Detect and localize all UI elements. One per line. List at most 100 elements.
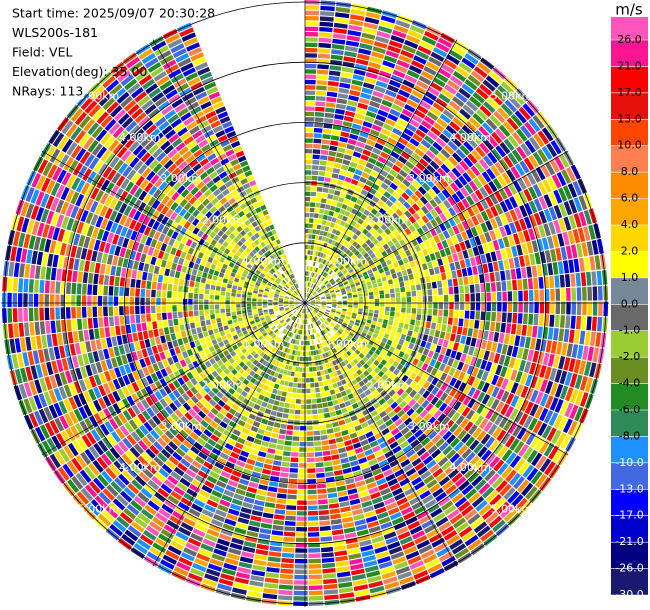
radar-cell (376, 322, 382, 327)
radar-cell (381, 381, 389, 389)
radar-cell (560, 434, 571, 450)
radar-cell (393, 321, 399, 327)
radar-cell (442, 230, 451, 239)
radar-cell (587, 301, 593, 316)
radar-cell (592, 347, 600, 363)
radar-cell (182, 336, 189, 344)
radar-cell (326, 379, 332, 385)
radar-cell (381, 374, 389, 381)
radar-cell (406, 268, 413, 275)
radar-cell (358, 326, 364, 332)
radar-cell (346, 266, 352, 271)
radar-cell (486, 292, 491, 302)
radar-cell (382, 164, 391, 173)
radar-cell (167, 312, 173, 320)
radar-cell (113, 286, 119, 296)
radar-cell (220, 312, 226, 318)
radar-cell (315, 297, 320, 300)
radar-cell (506, 117, 519, 131)
radar-cell (252, 306, 257, 310)
radar-cell (577, 227, 586, 242)
radar-cell (474, 320, 480, 329)
radar-cell (365, 334, 372, 340)
radar-cell (464, 258, 471, 268)
radar-cell (305, 37, 318, 42)
radar-cell (320, 11, 335, 17)
radar-cell (410, 350, 417, 358)
radar-cell (312, 328, 315, 334)
radar-cell (572, 181, 583, 196)
radar-cell (508, 258, 515, 269)
radar-cell (429, 406, 438, 416)
radar-cell (325, 363, 331, 369)
radar-cell (316, 483, 327, 489)
radar-cell (430, 367, 438, 376)
radar-cell (466, 168, 477, 180)
radar-cell (285, 375, 291, 381)
radar-cell (323, 231, 328, 237)
radar-cell (311, 393, 316, 399)
radar-cell (556, 171, 567, 187)
radar-cell (344, 417, 352, 424)
radar-cell (370, 463, 380, 471)
radar-cell (381, 337, 388, 344)
radar-cell (124, 296, 129, 306)
radar-cell (514, 220, 522, 233)
radar-cell (480, 210, 489, 222)
radar-cell (539, 365, 547, 378)
radar-cell (308, 307, 312, 311)
radar-cell (316, 314, 321, 318)
radar-cell (324, 291, 329, 294)
radar-cell (347, 488, 358, 495)
radar-cell (457, 444, 468, 456)
radar-cell (505, 469, 517, 483)
radar-cell (316, 280, 321, 286)
radar-cell (366, 367, 373, 374)
radar-cell (501, 344, 508, 355)
radar-cell (328, 75, 340, 82)
radar-cell (342, 296, 347, 299)
radar-cell (28, 279, 34, 293)
radar-cell (475, 201, 485, 212)
radar-cell (495, 401, 505, 413)
radar-cell (598, 301, 603, 316)
radar-cell (388, 79, 402, 88)
radar-cell (579, 376, 588, 391)
radar-cell (284, 526, 296, 532)
radar-cell (162, 342, 169, 351)
radar-cell (417, 302, 422, 309)
radar-cell (328, 238, 333, 244)
radar-cell (44, 307, 50, 321)
radar-cell (461, 433, 472, 444)
radar-cell (39, 307, 45, 321)
radar-cell (418, 544, 433, 555)
radar-cell (493, 442, 504, 455)
radar-cell (443, 530, 458, 541)
radar-cell (389, 182, 398, 191)
radar-cell (104, 327, 111, 338)
radar-cell (336, 255, 342, 261)
radar-cell (379, 290, 384, 295)
radar-cell (347, 295, 353, 299)
radar-cell (517, 279, 523, 290)
radar-cell (255, 433, 264, 440)
radar-cell (371, 496, 383, 505)
radar-cell (505, 393, 515, 405)
radar-cell (385, 50, 399, 59)
radar-cell (400, 391, 409, 400)
radar-cell (41, 334, 48, 349)
radar-cell (264, 502, 276, 508)
radar-cell (494, 190, 504, 203)
radar-cell (343, 56, 356, 63)
radar-cell (489, 456, 501, 469)
radar-cell (186, 349, 194, 357)
radar-cell (451, 167, 462, 178)
radar-cell (315, 366, 320, 371)
radar-cell (348, 300, 353, 303)
radar-cell (266, 567, 280, 573)
radar-cell (312, 311, 316, 315)
radar-cell (339, 220, 346, 227)
radar-cell (337, 344, 342, 350)
radar-cell (465, 336, 472, 346)
radar-cell (399, 205, 407, 213)
